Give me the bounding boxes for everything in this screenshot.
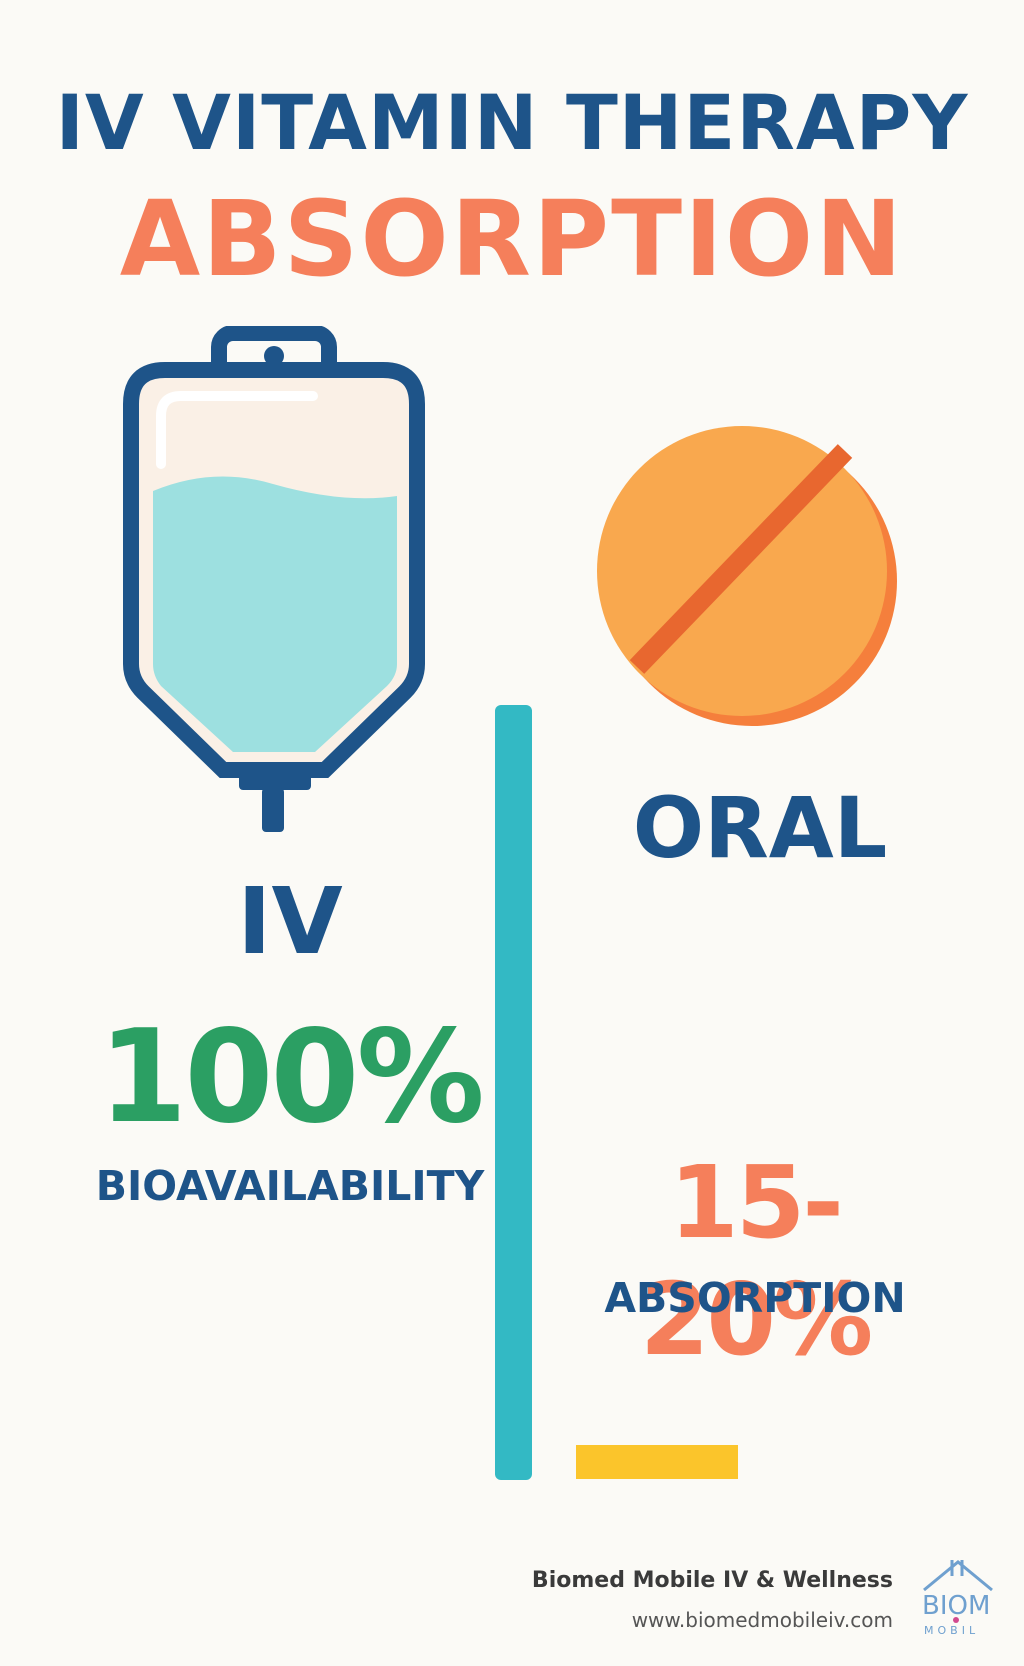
iv-label: IV: [237, 868, 343, 975]
logo-text-top: BIOM: [922, 1591, 990, 1621]
footer-company-name: Biomed Mobile IV & Wellness: [531, 1568, 893, 1593]
footer-website[interactable]: www.biomedmobileiv.com: [631, 1608, 893, 1632]
pill-icon: [597, 426, 897, 726]
oral-caption: ABSORPTION: [604, 1274, 906, 1322]
logo-text-bottom: MOBIL: [924, 1624, 979, 1637]
oral-bar: [576, 1445, 738, 1479]
oral-stat: 15-20%: [639, 1144, 873, 1378]
divider-bar: [495, 705, 532, 1480]
oral-label: ORAL: [632, 779, 888, 877]
iv-bag-icon: [123, 326, 425, 832]
title-line-1: IV VITAMIN THERAPY: [55, 78, 969, 167]
iv-stat: 100%: [98, 1003, 484, 1152]
iv-caption: BIOAVAILABILITY: [95, 1162, 485, 1210]
title-line-2: ABSORPTION: [119, 178, 905, 300]
company-logo: BIOM MOBIL: [922, 1560, 993, 1637]
